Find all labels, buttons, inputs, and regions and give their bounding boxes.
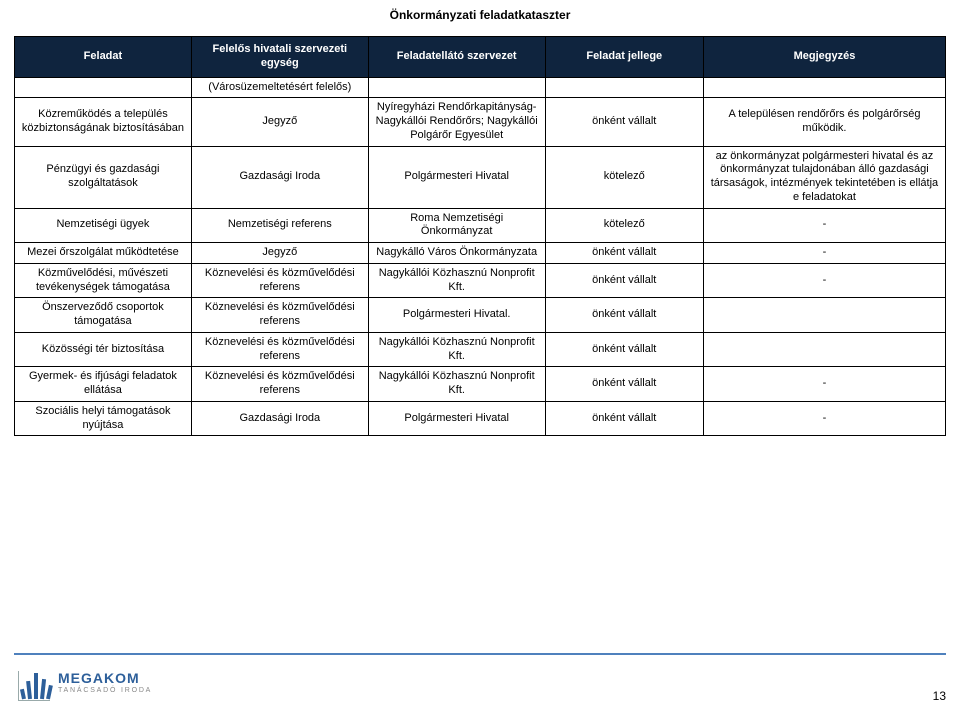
table-cell: Gyermek- és ifjúsági feladatok ellátása [15,367,192,402]
table-header-row: FeladatFelelős hivatali szervezeti egysé… [15,37,946,78]
column-header: Megjegyzés [703,37,945,78]
footer-logo: MEGAKOM TANÁCSADÓ IRODA [14,663,152,701]
table-cell: önként vállalt [545,298,703,333]
table-row: Szociális helyi támogatások nyújtásaGazd… [15,401,946,436]
table-row: Közreműködés a település közbiztonságána… [15,98,946,146]
table-cell: Roma Nemzetiségi Önkormányzat [368,208,545,243]
table-cell: Nagykálló Város Önkormányzata [368,243,545,264]
table-cell: - [703,208,945,243]
logo-subtitle: TANÁCSADÓ IRODA [58,687,152,694]
table-cell: Jegyző [191,98,368,146]
table-cell: - [703,243,945,264]
table-cell [368,77,545,98]
table-cell: Nagykállói Közhasznú Nonprofit Kft. [368,367,545,402]
table-cell [545,77,703,98]
table-cell: - [703,401,945,436]
page-number: 13 [933,689,946,703]
table-cell [703,332,945,367]
logo-mark [14,663,54,701]
table-cell: - [703,263,945,298]
table-cell: kötelező [545,146,703,208]
document-title: Önkormányzati feladatkataszter [0,0,960,36]
column-header: Feladatellátó szervezet [368,37,545,78]
table-cell: Köznevelési és közművelődési referens [191,367,368,402]
table-cell: A településen rendőrőrs és polgárőrség m… [703,98,945,146]
table-cell: kötelező [545,208,703,243]
table-cell: Közművelődési, művészeti tevékenységek t… [15,263,192,298]
table-cell: önként vállalt [545,401,703,436]
table-cell: Közreműködés a település közbiztonságána… [15,98,192,146]
page-footer: MEGAKOM TANÁCSADÓ IRODA 13 [0,653,960,715]
table-cell: Nagykállói Közhasznú Nonprofit Kft. [368,263,545,298]
table-cell: önként vállalt [545,367,703,402]
footer-divider [14,653,946,655]
table-cell [703,77,945,98]
tasks-table: FeladatFelelős hivatali szervezeti egysé… [14,36,946,436]
table-row: Pénzügyi és gazdasági szolgáltatásokGazd… [15,146,946,208]
table-cell: Nagykállói Közhasznú Nonprofit Kft. [368,332,545,367]
table-cell [15,77,192,98]
table-cell: Pénzügyi és gazdasági szolgáltatások [15,146,192,208]
table-row: Közművelődési, művészeti tevékenységek t… [15,263,946,298]
table-cell: Polgármesteri Hivatal [368,146,545,208]
table-row: Önszerveződő csoportok támogatásaKözneve… [15,298,946,333]
table-cell: az önkormányzat polgármesteri hivatal és… [703,146,945,208]
table-cell: Önszerveződő csoportok támogatása [15,298,192,333]
table-row: (Városüzemeltetésért felelős) [15,77,946,98]
table-row: Közösségi tér biztosításaKöznevelési és … [15,332,946,367]
table-body: (Városüzemeltetésért felelős)Közreműködé… [15,77,946,436]
table-cell: önként vállalt [545,98,703,146]
table-cell: Szociális helyi támogatások nyújtása [15,401,192,436]
table-cell: Jegyző [191,243,368,264]
column-header: Felelős hivatali szervezeti egység [191,37,368,78]
column-header: Feladat [15,37,192,78]
logo-title: MEGAKOM [58,671,152,685]
column-header: Feladat jellege [545,37,703,78]
table-cell: önként vállalt [545,332,703,367]
table-cell: (Városüzemeltetésért felelős) [191,77,368,98]
table-cell: Közösségi tér biztosítása [15,332,192,367]
table-cell: Köznevelési és közművelődési referens [191,332,368,367]
table-row: Mezei őrszolgálat működtetéseJegyzőNagyk… [15,243,946,264]
table-cell: Köznevelési és közművelődési referens [191,298,368,333]
table-cell: Nyíregyházi Rendőrkapitányság- Nagykálló… [368,98,545,146]
table-row: Gyermek- és ifjúsági feladatok ellátásaK… [15,367,946,402]
table-row: Nemzetiségi ügyekNemzetiségi referensRom… [15,208,946,243]
table-cell: Nemzetiségi ügyek [15,208,192,243]
table-cell: Köznevelési és közművelődési referens [191,263,368,298]
table-cell: Gazdasági Iroda [191,146,368,208]
logo-text: MEGAKOM TANÁCSADÓ IRODA [58,671,152,694]
content-area: FeladatFelelős hivatali szervezeti egysé… [0,36,960,436]
table-cell: Gazdasági Iroda [191,401,368,436]
table-cell: önként vállalt [545,263,703,298]
table-cell: Nemzetiségi referens [191,208,368,243]
table-cell: önként vállalt [545,243,703,264]
table-cell: Polgármesteri Hivatal. [368,298,545,333]
table-cell: Polgármesteri Hivatal [368,401,545,436]
table-cell [703,298,945,333]
table-cell: Mezei őrszolgálat működtetése [15,243,192,264]
table-cell: - [703,367,945,402]
